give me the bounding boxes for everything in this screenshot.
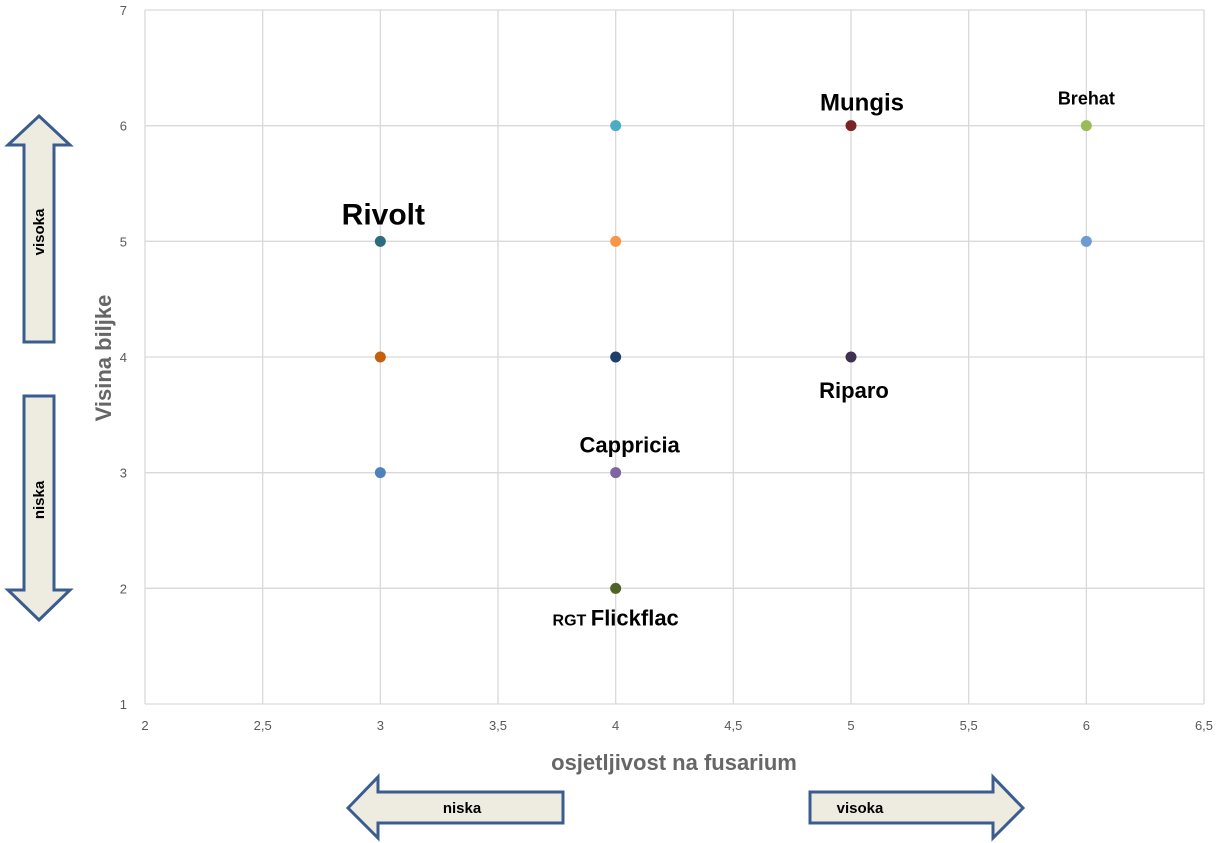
data-point: [610, 120, 622, 132]
y-tick-label: 2: [120, 581, 127, 596]
data-point: [845, 120, 857, 132]
left-arrow-shape: [345, 773, 565, 842]
x-tick-label: 4,5: [724, 718, 742, 733]
data-point: [374, 235, 386, 247]
y-axis-title: Visina biljke: [91, 295, 116, 422]
x-tick-label: 6,5: [1195, 718, 1213, 733]
y-tick-label: 5: [120, 234, 127, 249]
data-point: [374, 351, 386, 363]
x-tick-label: 6: [1083, 718, 1090, 733]
x-low-arrow: niska: [345, 773, 565, 842]
x-low-arrow-label: niska: [443, 800, 482, 817]
point-label: Mungis: [820, 90, 904, 117]
point-labels: Rivolt Cappricia RGT Flickflac Mungis Riparo…: [342, 89, 1115, 631]
up-arrow-shape: [4, 113, 74, 344]
x-tick-label: 2,5: [254, 718, 272, 733]
y-high-arrow: visoka: [4, 113, 74, 344]
y-tick-label: 3: [120, 466, 127, 481]
x-high-arrow: visoka: [808, 773, 1026, 842]
point-label: Rivolt: [342, 198, 425, 231]
data-point: [610, 235, 622, 247]
point-label: RGT Flickflac: [553, 605, 679, 630]
point-label: Brehat: [1058, 89, 1115, 109]
x-tick-label: 4: [612, 718, 619, 733]
x-tick-label: 3: [377, 718, 384, 733]
x-high-arrow-label: visoka: [837, 800, 884, 817]
x-axis-title: osjetljivost na fusarium: [551, 750, 797, 775]
point-label: Cappricia: [580, 433, 681, 458]
data-point: [610, 467, 622, 479]
right-arrow-shape: [808, 773, 1026, 842]
data-point: [374, 467, 386, 479]
y-low-arrow: niska: [4, 394, 74, 623]
x-tick-label: 2: [141, 718, 148, 733]
y-tick-label: 6: [120, 119, 127, 134]
data-points: [374, 120, 1092, 594]
y-high-arrow-label: visoka: [31, 208, 48, 255]
y-tick-label: 1: [120, 697, 127, 712]
point-label: Riparo: [819, 378, 889, 403]
x-tick-label: 3,5: [489, 718, 507, 733]
x-tick-label: 5: [847, 718, 854, 733]
data-point: [610, 582, 622, 594]
data-point: [1080, 235, 1092, 247]
down-arrow-shape: [4, 394, 74, 623]
grid-lines: [144, 9, 1205, 705]
y-low-arrow-label: niska: [31, 480, 48, 519]
data-point: [845, 351, 857, 363]
y-tick-label: 7: [120, 3, 127, 18]
x-tick-label: 5,5: [960, 718, 978, 733]
data-point: [1080, 120, 1092, 132]
y-tick-label: 4: [120, 350, 127, 365]
data-point: [610, 351, 622, 363]
